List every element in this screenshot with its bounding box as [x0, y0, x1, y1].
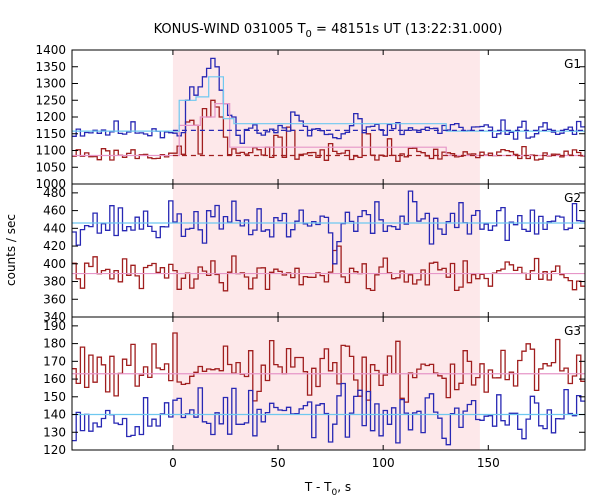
panel-g2: 340 360 380 400 420 440 460 480 G2: [43, 183, 586, 324]
panel-frame: [71, 316, 586, 451]
y-tick-label: 130: [43, 425, 66, 439]
shaded-interval: [172, 184, 480, 317]
blue-series-line: [72, 190, 585, 265]
y-tick-label: 180: [43, 337, 66, 351]
y-tick-label: 380: [43, 275, 66, 289]
panel-label: G1: [564, 57, 581, 71]
y-tick-label: 340: [43, 310, 66, 324]
x-tick-label: 100: [372, 456, 395, 470]
y-tick-label: 460: [43, 204, 66, 218]
blue-fit-line: [72, 76, 585, 132]
y-tick-label: 480: [43, 186, 66, 200]
y-tick-label: 1250: [35, 93, 66, 107]
y-tick-label: 440: [43, 221, 66, 235]
red-series-line: [72, 99, 585, 162]
panel-label: G2: [564, 191, 581, 205]
shaded-interval: [172, 317, 480, 450]
blue-series-line: [72, 382, 585, 446]
y-tick-label: 160: [43, 372, 66, 386]
y-tick-label: 120: [43, 443, 66, 457]
shaded-interval: [172, 50, 480, 184]
y-tick-label: 190: [43, 319, 66, 333]
panel-label: G3: [564, 324, 581, 338]
x-tick-label: 0: [169, 456, 177, 470]
x-tick-label: 150: [477, 456, 500, 470]
y-tick-label: 170: [43, 354, 66, 368]
y-tick-label: 1050: [35, 160, 66, 174]
y-tick-label: 1300: [35, 77, 66, 91]
y-tick-label: 1400: [35, 43, 66, 57]
x-tick-label: 50: [270, 456, 285, 470]
panel-g3: 120 130 140 150 160 170 180 190 G3: [43, 316, 586, 457]
y-tick-label: 150: [43, 390, 66, 404]
y-tick-label: 1200: [35, 110, 66, 124]
y-tick-label: 1150: [35, 127, 66, 141]
y-tick-label: 360: [43, 292, 66, 306]
x-axis-label: T - T0, s: [304, 480, 351, 498]
y-tick-label: 420: [43, 239, 66, 253]
y-tick-label: 400: [43, 257, 66, 271]
chart-title: KONUS-WIND 031005 T0 = 48151s UT (13:22:…: [154, 22, 503, 40]
y-tick-label: 140: [43, 408, 66, 422]
y-tick-label: 1350: [35, 60, 66, 74]
plot-layer: 100010501100115012001250130013501400G134…: [35, 43, 586, 470]
y-tick-label: 1000: [35, 177, 66, 191]
y-axis-label: counts / sec: [4, 214, 18, 286]
panel-g1: 1000 1050 1100 1150 1200 1250 1300 1350 1400 G1: [35, 43, 586, 191]
red-series-line: [72, 245, 585, 292]
y-tick-label: 1100: [35, 144, 66, 158]
red-series-line: [72, 332, 585, 403]
